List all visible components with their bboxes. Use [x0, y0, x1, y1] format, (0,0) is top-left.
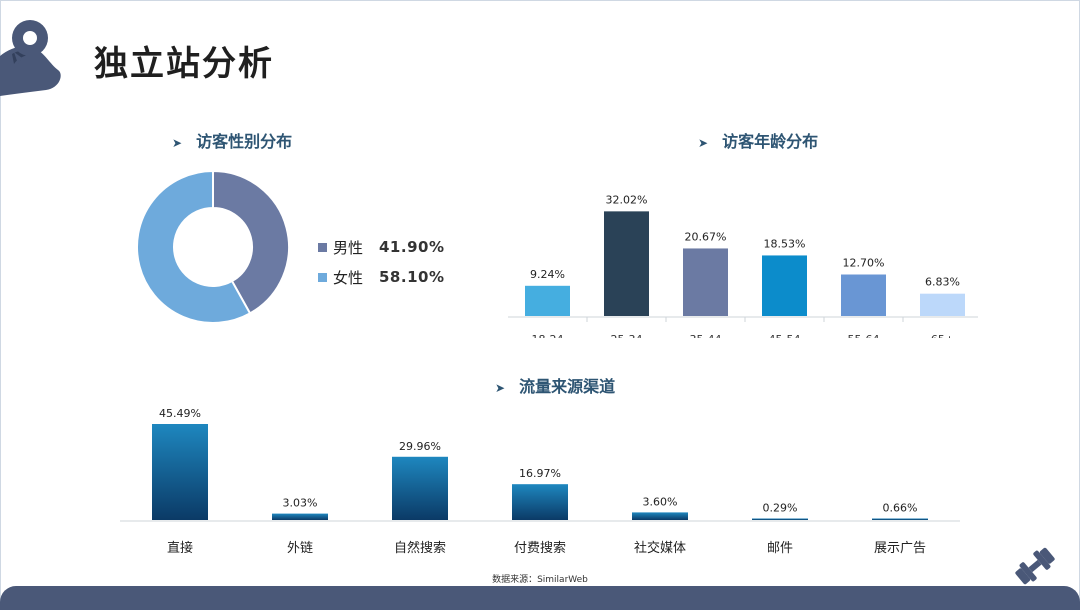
age-category-label: 45-54 [769, 333, 801, 338]
legend-label-female: 女性 [333, 268, 364, 287]
traffic-bar-label: 0.66% [883, 502, 918, 515]
footer-bar [0, 586, 1080, 610]
legend-item-female: 女性 58.10% [318, 262, 444, 292]
gender-donut-chart [136, 169, 290, 324]
legend-item-male: 男性 41.90% [318, 232, 444, 262]
legend-value-female: 58.10% [379, 268, 445, 286]
traffic-title-text: 流量来源渠道 [519, 377, 616, 396]
gender-legend: 男性 41.90% 女性 58.10% [318, 232, 444, 292]
age-bar [762, 255, 807, 316]
legend-label-male: 男性 [333, 238, 364, 257]
age-category-label: 25-34 [611, 333, 643, 338]
age-bar-label: 6.83% [925, 276, 960, 289]
donut-slice-female [136, 169, 252, 324]
traffic-bar-label: 45.49% [159, 407, 201, 420]
traffic-bar-label: 3.60% [643, 495, 678, 508]
traffic-bar [752, 518, 808, 520]
traffic-category-label: 外链 [287, 541, 313, 556]
traffic-bar-label: 0.29% [763, 502, 798, 515]
age-category-label: 18-24 [532, 333, 564, 338]
traffic-bar-label: 16.97% [519, 467, 561, 480]
traffic-bar [872, 518, 928, 520]
gender-chart-title: ➤ 访客性别分布 [172, 128, 292, 152]
arrow-right-icon: ➤ [698, 136, 709, 150]
traffic-bar [272, 513, 328, 520]
data-source-note: 数据来源：SimilarWeb [492, 575, 588, 585]
age-bar-chart: 9.24% 18-24 32.02% 25-34 20.67% 35-44 18.53% 45… [508, 193, 978, 338]
age-category-label: 35-44 [690, 333, 722, 338]
arrow-right-icon: ➤ [495, 381, 506, 395]
legend-value-male: 41.90% [379, 238, 445, 256]
age-bar [604, 211, 649, 316]
traffic-bar [512, 484, 568, 520]
traffic-category-label: 展示广告 [874, 541, 926, 556]
traffic-bar-label: 29.96% [399, 440, 441, 453]
arrow-right-icon: ➤ [172, 136, 183, 150]
age-category-label: 65+ [931, 333, 954, 338]
traffic-category-label: 直接 [167, 540, 193, 556]
gender-title-text: 访客性别分布 [196, 132, 293, 151]
dumbbell-icon [1015, 547, 1055, 585]
traffic-bar-chart: 45.49% 直接 3.03% 外链 29.96% 自然搜索 16.97% 付费搜索 3.60%… [120, 407, 960, 556]
traffic-category-label: 付费搜索 [514, 541, 566, 556]
legend-swatch-female [318, 272, 327, 282]
traffic-bar [392, 456, 448, 520]
age-bar-label: 9.24% [530, 268, 565, 281]
age-bar [683, 248, 728, 316]
page-title: 独立站分析 [94, 44, 274, 84]
legend-swatch-male [318, 242, 327, 252]
age-bar-label: 20.67% [685, 230, 727, 243]
donut-slice-male [212, 169, 290, 315]
age-title-text: 访客年龄分布 [722, 132, 819, 151]
age-bar-label: 18.53% [764, 237, 806, 250]
traffic-chart-title: ➤ 流量来源渠道 [495, 373, 615, 397]
traffic-category-label: 自然搜索 [394, 540, 446, 556]
age-bar-label: 12.70% [843, 256, 885, 269]
age-bar [525, 285, 570, 316]
age-bar [920, 293, 965, 316]
age-bar [841, 274, 886, 316]
traffic-bar-label: 3.03% [283, 497, 318, 510]
traffic-category-label: 邮件 [767, 541, 793, 556]
age-category-label: 55-64 [848, 333, 880, 338]
age-chart-title: ➤ 访客年龄分布 [698, 128, 818, 152]
traffic-bar [632, 512, 688, 520]
age-bar-label: 32.02% [606, 193, 648, 206]
traffic-bar [152, 424, 208, 520]
traffic-category-label: 社交媒体 [634, 540, 686, 556]
strong-arm-icon [0, 20, 61, 96]
